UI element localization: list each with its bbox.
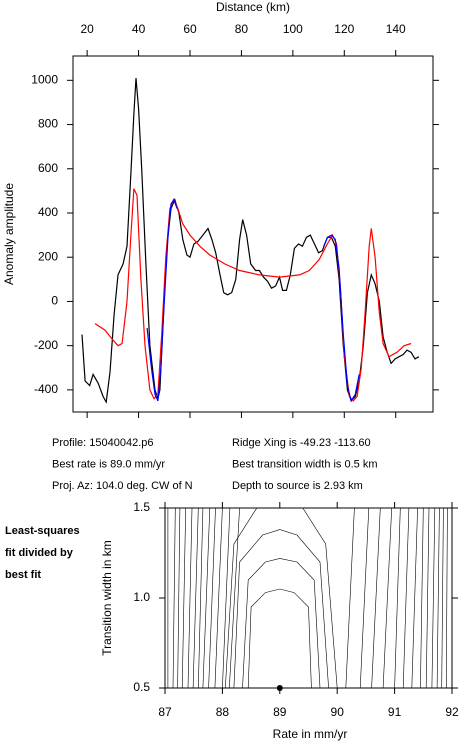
x-tick-label: 89 bbox=[273, 705, 287, 719]
x-tick-label: 120 bbox=[334, 22, 354, 36]
contour-frame bbox=[164, 507, 453, 689]
y-tick-label: -400 bbox=[34, 382, 58, 396]
info-text: Best rate is 89.0 mm/yr bbox=[52, 458, 165, 470]
contour-line bbox=[202, 507, 211, 689]
contour-line bbox=[172, 507, 176, 689]
y-tick-label: -200 bbox=[34, 338, 58, 352]
data-line bbox=[94, 188, 412, 402]
side-label: fit divided by bbox=[5, 547, 74, 559]
y-tick-label: 1000 bbox=[31, 72, 58, 86]
x-tick-label: 40 bbox=[132, 22, 146, 36]
x-tick-label: 100 bbox=[283, 22, 303, 36]
y-tick-label: 0 bbox=[51, 294, 58, 308]
y-tick-label: 400 bbox=[38, 205, 58, 219]
x-tick-label: 60 bbox=[183, 22, 197, 36]
contour-line bbox=[222, 507, 231, 689]
x-tick-label: 87 bbox=[158, 705, 172, 719]
contour-line bbox=[402, 507, 410, 689]
y-axis-label: Anomaly amplitude bbox=[2, 183, 16, 285]
info-text: Profile: 15040042.p6 bbox=[52, 437, 154, 449]
side-label: best fit bbox=[5, 569, 41, 581]
contour-line bbox=[302, 507, 338, 689]
info-text: Best transition width is 0.5 km bbox=[232, 458, 378, 470]
x-tick-label: 90 bbox=[331, 705, 345, 719]
contour-line bbox=[192, 507, 199, 689]
x-tick-label: 92 bbox=[445, 705, 459, 719]
x-tick-label: 80 bbox=[235, 22, 249, 36]
contour-line bbox=[214, 507, 223, 689]
contour-line bbox=[233, 529, 329, 689]
data-line bbox=[146, 198, 360, 403]
contour-line bbox=[382, 507, 392, 689]
y-tick-label: 200 bbox=[38, 249, 58, 263]
contour-line bbox=[425, 507, 430, 689]
y-tick-label: 600 bbox=[38, 161, 58, 175]
plot-frame bbox=[72, 55, 434, 413]
contour-line bbox=[247, 588, 312, 689]
x-axis-label: Distance (km) bbox=[216, 0, 290, 14]
contour-line bbox=[411, 507, 418, 689]
side-label: Least-squares bbox=[5, 525, 80, 537]
x-tick-label: 20 bbox=[80, 22, 94, 36]
contour-line bbox=[345, 507, 355, 689]
info-text: Ridge Xing is -49.23 -113.60 bbox=[232, 437, 371, 449]
contour-line bbox=[441, 507, 444, 689]
contour-line bbox=[446, 507, 448, 689]
x-axis-label: Rate in mm/yr bbox=[273, 727, 348, 741]
y-axis-label: Transition width in km bbox=[100, 540, 114, 656]
contour-line bbox=[242, 558, 321, 689]
x-tick-label: 91 bbox=[388, 705, 402, 719]
contour-line bbox=[225, 507, 258, 689]
x-tick-label: 140 bbox=[386, 22, 406, 36]
x-tick-label: 88 bbox=[216, 705, 230, 719]
contour-line bbox=[394, 507, 401, 689]
y-tick-label: 800 bbox=[38, 117, 58, 131]
contour-line bbox=[359, 507, 370, 689]
contour-line bbox=[187, 507, 193, 689]
contour-line bbox=[371, 507, 381, 689]
info-text: Proj. Az: 104.0 deg. CW of N bbox=[52, 480, 193, 492]
contour-line bbox=[208, 507, 216, 689]
best-fit-point bbox=[276, 685, 283, 691]
contour-line bbox=[420, 507, 424, 689]
contour-line bbox=[198, 507, 204, 689]
contour-line bbox=[431, 507, 436, 689]
y-tick-label: 1.5 bbox=[133, 500, 150, 514]
info-text: Depth to source is 2.93 km bbox=[232, 480, 363, 492]
y-tick-label: 1.0 bbox=[133, 590, 150, 604]
contour-line bbox=[436, 507, 440, 689]
contour-line bbox=[181, 507, 186, 689]
contour-line bbox=[177, 507, 181, 689]
y-tick-label: 0.5 bbox=[133, 680, 150, 694]
data-line bbox=[81, 78, 420, 404]
